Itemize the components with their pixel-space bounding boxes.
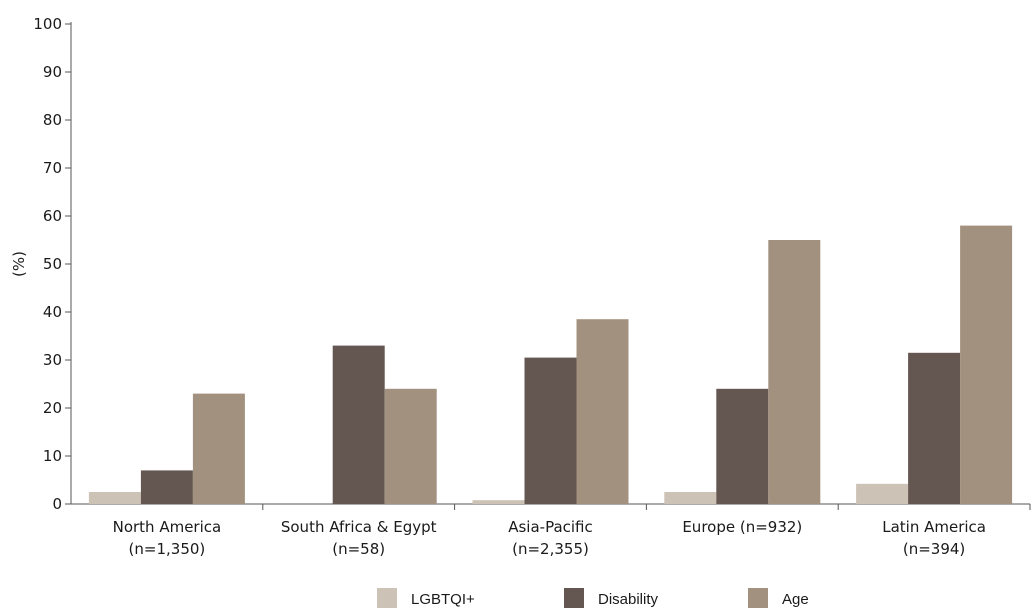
bar <box>576 319 629 504</box>
bar <box>88 492 141 504</box>
legend-label: Age <box>782 591 809 608</box>
x-tick-label: (n=58) <box>332 540 385 558</box>
bar <box>332 345 385 504</box>
y-tick-label: 0 <box>52 495 62 513</box>
bar <box>140 470 193 504</box>
bar <box>524 357 577 504</box>
x-tick-label: (n=1,350) <box>129 540 206 558</box>
bar <box>664 492 717 504</box>
y-tick-label: 100 <box>33 15 62 33</box>
bar <box>856 483 909 504</box>
bar <box>192 393 245 504</box>
y-tick-label: 50 <box>43 255 62 273</box>
y-tick-label: 20 <box>43 399 62 417</box>
legend-label: Disability <box>598 591 659 608</box>
y-tick-label: 80 <box>43 111 62 129</box>
x-tick-label: Latin America <box>882 518 986 536</box>
legend-swatch <box>377 588 397 608</box>
legend-swatch <box>564 588 584 608</box>
x-axis <box>71 503 1031 510</box>
x-tick-label: Asia-Pacific <box>508 518 593 536</box>
y-tick-label: 90 <box>43 63 62 81</box>
category-labels: North America (n=1,350) South Africa & Egy… <box>113 518 986 558</box>
y-tick-label: 60 <box>43 207 62 225</box>
y-axis-label: (%) <box>10 251 28 277</box>
legend-swatch <box>748 588 768 608</box>
bar <box>908 352 961 504</box>
y-tick-label: 70 <box>43 159 62 177</box>
y-tick-label: 30 <box>43 351 62 369</box>
x-tick-label: North America <box>113 518 222 536</box>
legend: LGBTQI+ Disability Age <box>377 588 809 608</box>
bar <box>384 388 437 504</box>
bar <box>716 388 769 504</box>
bar <box>960 225 1013 504</box>
x-tick-label: South Africa & Egypt <box>281 518 437 536</box>
bar <box>768 240 821 504</box>
legend-label: LGBTQI+ <box>411 591 475 608</box>
bar <box>472 500 525 504</box>
x-tick-label: Europe (n=932) <box>682 518 802 536</box>
y-tick-label: 40 <box>43 303 62 321</box>
x-tick-label: (n=2,355) <box>512 540 589 558</box>
bars <box>88 225 1013 504</box>
x-tick-label: (n=394) <box>903 540 965 558</box>
y-tick-label: 10 <box>43 447 62 465</box>
y-axis: 0 10 20 30 40 50 60 70 80 90 100 <box>33 15 72 513</box>
